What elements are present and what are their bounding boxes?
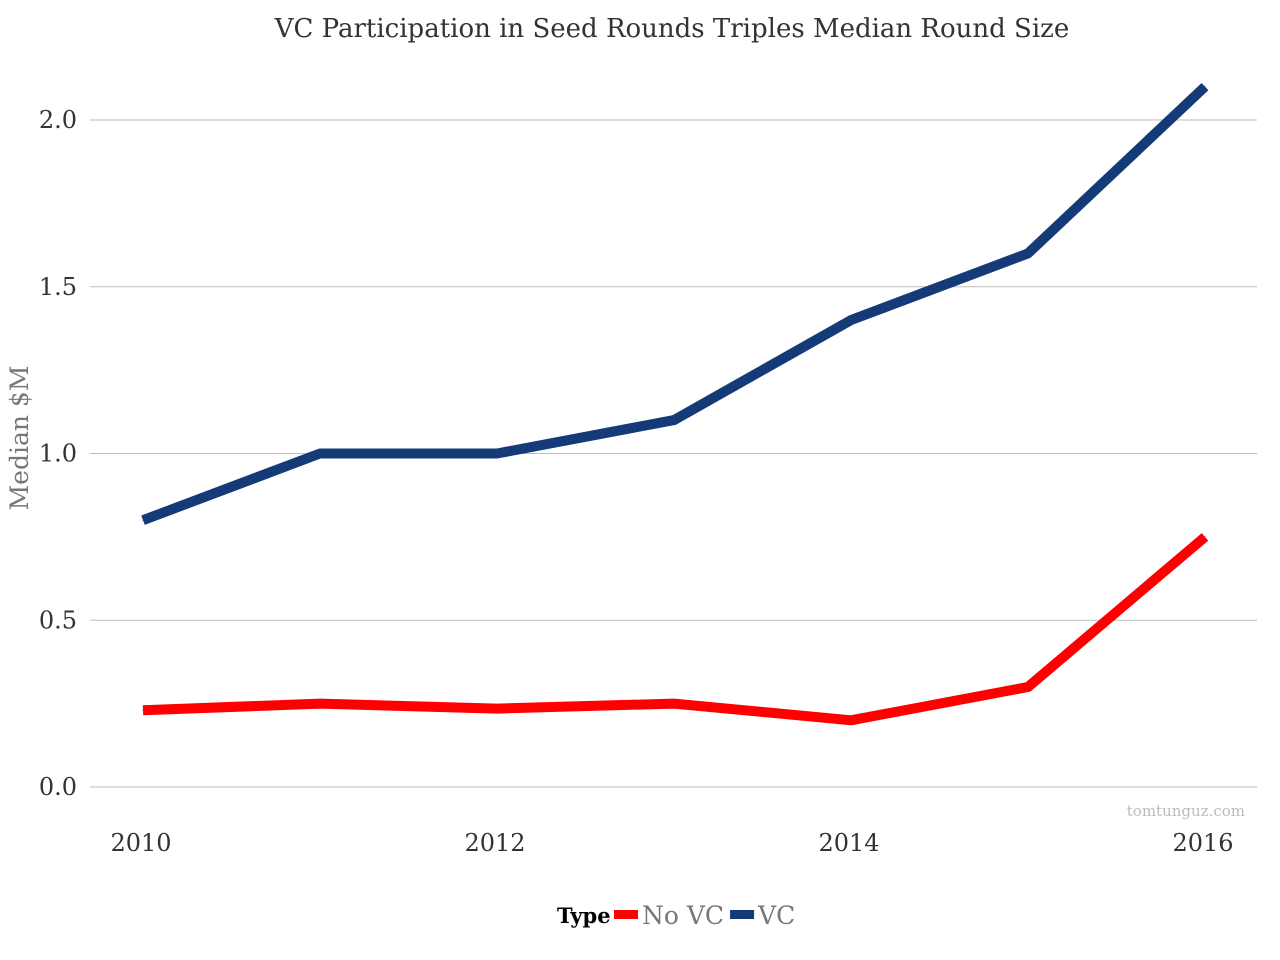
data-point-no-vc (142, 709, 144, 711)
data-point-vc (142, 519, 144, 521)
series-line-no-vc (142, 533, 1209, 726)
x-tick-label: 2012 (464, 829, 525, 857)
data-point-vc (1204, 86, 1206, 88)
series-no-vc (142, 533, 1209, 726)
data-point-no-vc (673, 703, 675, 705)
data-point-vc (673, 419, 675, 421)
data-point-no-vc (496, 708, 498, 710)
x-axis-ticks: 2010 2012 2014 2016 (110, 829, 1233, 857)
legend-label: No VC (642, 901, 724, 930)
y-axis-ticks: 0.0 0.5 1.0 1.5 2.0 (39, 106, 77, 801)
y-tick-label: 1.0 (39, 440, 77, 468)
chart-title: VC Participation in Seed Rounds Triples … (274, 14, 1070, 44)
legend-title: Type (557, 903, 611, 928)
data-point-vc (319, 453, 321, 454)
data-point-no-vc (850, 719, 852, 721)
series-vc (141, 82, 1209, 525)
legend-entry-vc: VC (730, 901, 795, 930)
x-tick-label: 2014 (818, 829, 879, 857)
legend-label: VC (757, 901, 795, 930)
watermark: tomtunguz.com (1127, 802, 1245, 820)
legend-swatch (730, 910, 755, 919)
y-tick-label: 0.5 (39, 606, 77, 634)
gridlines (90, 119, 1257, 788)
legend: Type No VC VC (557, 901, 795, 930)
legend-swatch (614, 910, 638, 919)
legend-entries: No VC VC (614, 901, 795, 930)
x-tick-label: 2010 (110, 829, 171, 857)
y-tick-label: 1.5 (39, 273, 77, 301)
data-point-vc (496, 453, 498, 454)
series-line-vc (141, 82, 1209, 525)
series-lines (141, 82, 1209, 726)
data-point-no-vc (319, 703, 321, 705)
legend-entry-no-vc: No VC (614, 901, 724, 930)
x-tick-label: 2016 (1172, 829, 1233, 857)
y-tick-label: 0.0 (39, 773, 77, 801)
data-point-no-vc (1027, 686, 1029, 688)
data-point-vc (1027, 252, 1029, 254)
data-point-vc (850, 319, 852, 321)
y-axis-label: Median $M (5, 366, 34, 511)
y-tick-label: 2.0 (39, 106, 77, 134)
data-point-no-vc (1204, 536, 1206, 538)
